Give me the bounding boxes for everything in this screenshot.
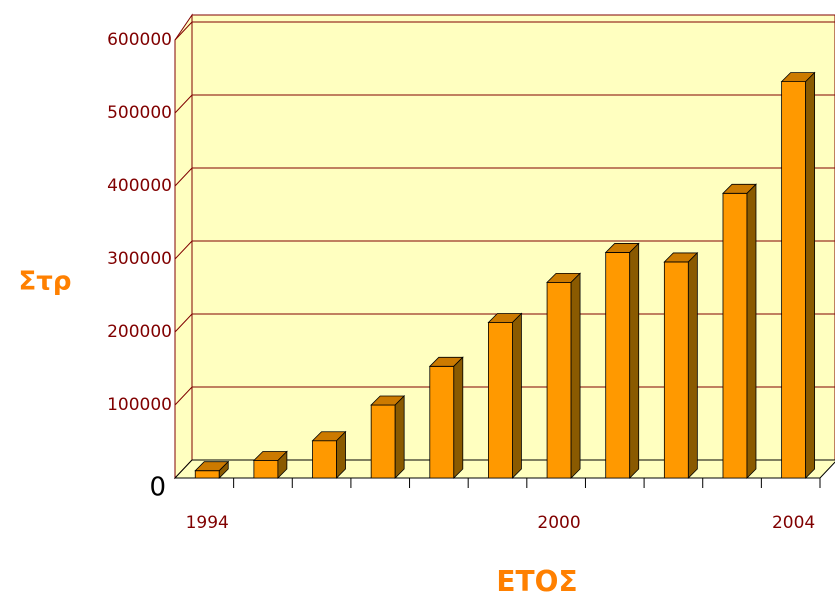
bar-side <box>570 272 581 479</box>
y-tick-label: 400000 <box>107 176 172 196</box>
bar-side <box>805 71 816 479</box>
grid-line <box>174 21 835 41</box>
bar <box>252 450 288 479</box>
bar-side <box>629 242 640 479</box>
bar-front <box>546 281 572 479</box>
grid-line <box>174 240 835 260</box>
bar-front <box>663 261 689 479</box>
bar-side <box>277 450 288 479</box>
y-tick-label: 0 <box>149 473 166 503</box>
bar <box>311 430 347 479</box>
y-tick-label: 100000 <box>107 395 172 415</box>
bar <box>487 312 523 479</box>
y-axis-title: Στρ <box>19 267 72 297</box>
bar-front <box>488 322 513 479</box>
bar <box>663 251 699 479</box>
bar <box>370 395 406 479</box>
bar-side <box>512 312 522 479</box>
bar-side <box>336 430 346 479</box>
bar-side <box>453 356 464 479</box>
side-wall <box>174 13 193 480</box>
bar-side <box>746 183 757 479</box>
grid-line <box>174 94 835 114</box>
y-tick-label: 300000 <box>107 249 172 269</box>
bar <box>604 242 640 479</box>
grid-line <box>174 167 835 187</box>
bar-front <box>722 192 748 479</box>
bar-front <box>194 470 220 479</box>
bar-front <box>253 460 279 479</box>
bar-front <box>370 404 396 479</box>
bar <box>194 460 230 479</box>
x-tick-label: 2004 <box>772 513 815 533</box>
bar-front <box>429 365 455 479</box>
bar-side <box>218 460 229 479</box>
bar-front <box>605 252 631 479</box>
bar-front <box>781 81 807 479</box>
x-tick-label: 2000 <box>537 513 580 533</box>
x-tick-label: 1994 <box>186 513 229 533</box>
y-tick-label: 200000 <box>107 322 172 342</box>
y-tick-label: 500000 <box>107 103 172 123</box>
bar-side <box>687 251 698 479</box>
bar <box>546 272 582 479</box>
bar <box>780 71 816 479</box>
bar <box>428 356 464 479</box>
bar-side <box>394 395 405 479</box>
y-tick-label: 600000 <box>107 30 172 50</box>
x-axis-title: ΕΤΟΣ <box>496 565 577 594</box>
bar <box>722 183 757 479</box>
bar-front <box>312 440 337 479</box>
